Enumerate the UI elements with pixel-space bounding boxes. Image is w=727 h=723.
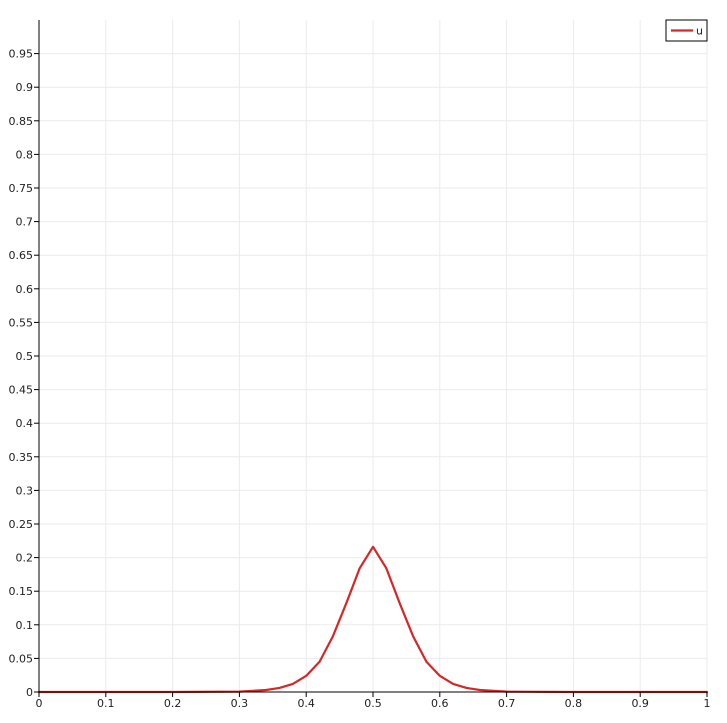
x-tick-label: 1 — [704, 697, 711, 710]
y-tick-label: 0.55 — [9, 316, 34, 329]
y-tick-label: 0.95 — [9, 48, 34, 61]
y-tick-label: 0.3 — [16, 484, 34, 497]
axes: 0 0.05 0.1 0.15 0.2 0.25 0.3 0.35 0.4 0.45 0.5 0.55… — [9, 20, 711, 710]
y-tick-label: 0.25 — [9, 518, 34, 531]
y-tick-label: 0.4 — [16, 417, 34, 430]
y-tick-label: 0.9 — [16, 81, 34, 94]
y-tick-label: 0.85 — [9, 115, 34, 128]
y-tick-label: 0.6 — [16, 283, 34, 296]
x-tick-label: 0.8 — [565, 697, 583, 710]
y-tick-label: 0.65 — [9, 249, 34, 262]
y-tick-label: 0.7 — [16, 216, 34, 229]
x-tick-label: 0.4 — [297, 697, 315, 710]
x-tick-label: 0.9 — [631, 697, 649, 710]
series-line-u — [37, 545, 709, 694]
x-tick-label: 0.2 — [164, 697, 182, 710]
y-tick-label: 0 — [26, 686, 33, 699]
legend-label: u — [696, 25, 703, 38]
x-tick-label: 0.6 — [431, 697, 449, 710]
y-tick-label: 0.2 — [16, 552, 34, 565]
x-tick-label: 0 — [36, 697, 43, 710]
y-tick-label: 0.8 — [16, 148, 34, 161]
series-layer — [37, 545, 709, 694]
y-tick-label: 0.05 — [9, 652, 34, 665]
legend: u — [665, 19, 708, 42]
x-tick-label: 0.7 — [498, 697, 516, 710]
x-tick-label: 0.3 — [231, 697, 249, 710]
y-tick-label: 0.45 — [9, 384, 34, 397]
y-tick-label: 0.5 — [16, 350, 34, 363]
y-tick-label: 0.75 — [9, 182, 34, 195]
x-tick-label: 0.5 — [364, 697, 382, 710]
grid — [39, 20, 708, 692]
y-tick-label: 0.1 — [16, 619, 34, 632]
x-tick-label: 0.1 — [97, 697, 115, 710]
y-tick-label: 0.15 — [9, 585, 34, 598]
y-tick-label: 0.35 — [9, 451, 34, 464]
